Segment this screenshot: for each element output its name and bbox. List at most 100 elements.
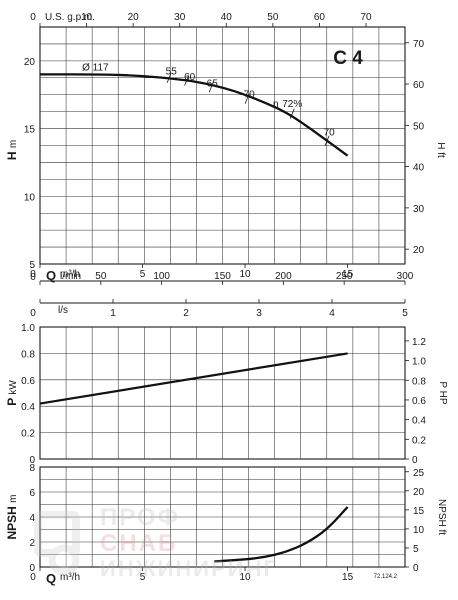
hft-axis-label: H ft bbox=[435, 142, 446, 158]
efficiency-label: 72% bbox=[282, 99, 302, 110]
php-tick-label: 0.2 bbox=[412, 435, 426, 446]
npsh-tick-label: 4 bbox=[29, 513, 35, 524]
h-tick-label: 5 bbox=[29, 260, 35, 271]
watermark-line-3: ИНЖИНИРИНГ bbox=[100, 556, 278, 581]
efficiency-tick bbox=[324, 135, 330, 146]
chart-title: C 4 bbox=[333, 48, 363, 69]
ls-tick-label: 3 bbox=[256, 308, 262, 319]
h-tick-label: 20 bbox=[24, 57, 36, 68]
head-curve bbox=[40, 73, 349, 157]
q-bottom-unit-label: m³/h bbox=[60, 572, 80, 583]
efficiency-label: 60 bbox=[184, 72, 196, 83]
h-axis-label: H m bbox=[5, 140, 19, 160]
q-tick-label: 5 bbox=[140, 269, 146, 280]
npsh-tick-label: 2 bbox=[29, 538, 35, 549]
php-tick-label: 0.6 bbox=[412, 396, 426, 407]
q-bottom-tick-label: 15 bbox=[342, 572, 354, 583]
lmin-tick-label-zero: 0 bbox=[30, 272, 36, 283]
q-axis-label: Q bbox=[46, 268, 56, 283]
npsh-tick-label: 0 bbox=[29, 563, 35, 574]
php-axis-label: P HP bbox=[437, 381, 448, 404]
efficiency-tick bbox=[244, 93, 250, 104]
gpm-tick-label: 50 bbox=[267, 12, 279, 23]
efficiency-label: Ø 117 bbox=[82, 62, 109, 73]
q-tick-label: 10 bbox=[239, 269, 251, 280]
hft-tick-label: 70 bbox=[413, 39, 425, 50]
q-unit-label: m³/h bbox=[60, 269, 80, 280]
h-tick-label: 10 bbox=[24, 192, 36, 203]
efficiency-tick bbox=[184, 75, 189, 86]
ls-tick-label: 5 bbox=[402, 308, 408, 319]
gpm-tick-label: 10 bbox=[81, 12, 93, 23]
efficiency-label: 70 bbox=[324, 127, 336, 138]
p-tick-label: 0.8 bbox=[21, 349, 35, 360]
php-tick-label: 1.2 bbox=[412, 337, 426, 348]
chart-code: 72.124.2 bbox=[374, 574, 398, 580]
php-tick-label: 0.8 bbox=[412, 376, 426, 387]
gpm-tick-label: 60 bbox=[314, 12, 326, 23]
npshft-tick-label: 5 bbox=[413, 544, 419, 555]
gpm-tick-label: 40 bbox=[221, 12, 233, 23]
lmin-tick-label: 100 bbox=[153, 271, 170, 282]
ls-tick-label: 4 bbox=[329, 308, 335, 319]
q-tick-label-zero: 0 bbox=[30, 269, 36, 280]
gpm-tick-label: 70 bbox=[360, 12, 372, 23]
npshft-tick-label: 10 bbox=[413, 525, 425, 536]
php-tick-label: 0.4 bbox=[412, 416, 426, 427]
hft-tick-label: 20 bbox=[413, 245, 425, 256]
efficiency-label: 55 bbox=[166, 66, 178, 77]
efficiency-label: 70 bbox=[244, 89, 256, 100]
ls-axis-label: l/s bbox=[58, 305, 68, 316]
ls-tick-label-zero: 0 bbox=[30, 308, 36, 319]
top-axis-label: U.S. g.p.m. bbox=[45, 12, 95, 23]
gpm-tick-label: 20 bbox=[128, 12, 140, 23]
watermark-logo-icon bbox=[34, 511, 80, 576]
npsh-tick-label: 6 bbox=[29, 488, 35, 499]
p-tick-label: 0.2 bbox=[21, 429, 35, 440]
php-tick-label: 0 bbox=[412, 455, 418, 466]
p-tick-label: 1.0 bbox=[21, 323, 35, 334]
npshft-tick-label: 0 bbox=[413, 563, 419, 574]
php-tick-label: 1.0 bbox=[412, 357, 426, 368]
power-curve bbox=[39, 352, 348, 405]
q-bottom-tick-label: 10 bbox=[239, 572, 251, 583]
npsh-curve bbox=[214, 506, 349, 563]
hft-tick-label: 60 bbox=[413, 80, 425, 91]
h-tick-label: 15 bbox=[24, 125, 36, 136]
npshft-tick-label: 25 bbox=[413, 468, 425, 479]
efficiency-tick bbox=[289, 108, 295, 119]
gpm-tick-label: 30 bbox=[174, 12, 186, 23]
ls-tick-label: 2 bbox=[183, 308, 189, 319]
lmin-tick-label: 200 bbox=[275, 271, 292, 282]
p-tick-label: 0.4 bbox=[21, 402, 35, 413]
watermark-line-1: ПРОФ bbox=[100, 504, 181, 531]
npsh-tick-label: 8 bbox=[29, 463, 35, 474]
watermark: ПРОФ СНАБ ИНЖИНИРИНГ bbox=[30, 500, 330, 590]
p-tick-label: 0 bbox=[29, 455, 35, 466]
npshft-axis-label: NPSH ft bbox=[436, 499, 447, 535]
ls-tick-label: 1 bbox=[110, 308, 116, 319]
watermark-line-2: СНАБ bbox=[100, 530, 178, 557]
hft-tick-label: 30 bbox=[413, 204, 425, 215]
efficiency-label: η bbox=[273, 99, 279, 110]
q-tick-label: 15 bbox=[342, 269, 354, 280]
q-bottom-tick-label: 5 bbox=[140, 572, 146, 583]
lmin-tick-label: 50 bbox=[95, 271, 107, 282]
lmin-tick-label: 300 bbox=[397, 271, 414, 282]
q-bottom-axis-label: Q bbox=[46, 571, 56, 586]
hft-tick-label: 40 bbox=[413, 163, 425, 174]
lmin-tick-label: 250 bbox=[336, 271, 353, 282]
lmin-axis-label: l/min bbox=[60, 271, 81, 282]
gpm-tick-label-zero: 0 bbox=[30, 12, 36, 23]
npsh-axis-label: NPSH m bbox=[5, 494, 19, 539]
efficiency-tick bbox=[208, 82, 214, 93]
q-bottom-tick-label-zero: 0 bbox=[30, 572, 36, 583]
p-axis-label: P kW bbox=[5, 380, 19, 406]
p-tick-label: 0.6 bbox=[21, 376, 35, 387]
npshft-tick-label: 15 bbox=[413, 506, 425, 517]
lmin-tick-label: 150 bbox=[214, 271, 231, 282]
hft-tick-label: 50 bbox=[413, 121, 425, 132]
npshft-tick-label: 20 bbox=[413, 487, 425, 498]
efficiency-tick bbox=[166, 72, 172, 83]
